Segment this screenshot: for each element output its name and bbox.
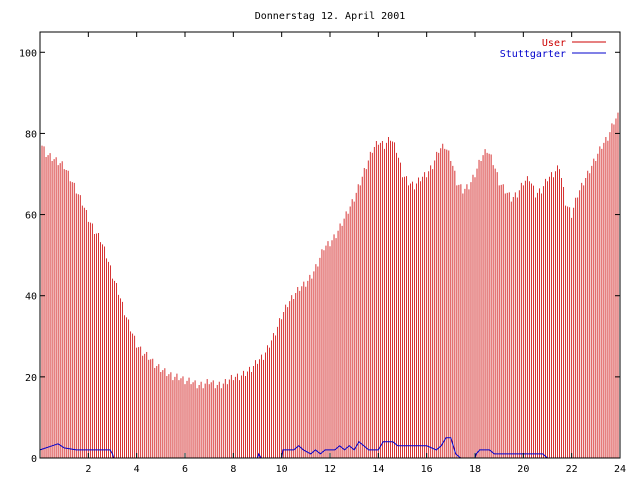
y-tick-label: 100 xyxy=(19,48,37,59)
x-tick-label: 4 xyxy=(134,464,140,475)
chart-title: Donnerstag 12. April 2001 xyxy=(255,11,406,22)
x-tick-label: 10 xyxy=(276,464,288,475)
x-tick-label: 6 xyxy=(182,464,188,475)
x-tick-label: 20 xyxy=(517,464,529,475)
x-tick-label: 8 xyxy=(230,464,236,475)
x-tick-label: 16 xyxy=(421,464,433,475)
y-tick-label: 20 xyxy=(25,373,37,384)
y-tick-label: 0 xyxy=(31,454,37,465)
x-tick-label: 24 xyxy=(614,464,626,475)
y-tick-label: 80 xyxy=(25,129,37,140)
x-tick-label: 22 xyxy=(566,464,578,475)
user-bars xyxy=(39,112,621,458)
x-tick-label: 12 xyxy=(324,464,336,475)
y-tick-label: 60 xyxy=(25,211,37,222)
y-tick-label: 40 xyxy=(25,292,37,303)
legend: User Stuttgarter xyxy=(500,38,606,60)
x-tick-label: 2 xyxy=(85,464,91,475)
legend-label-stuttgarter: Stuttgarter xyxy=(500,49,566,60)
x-tick-label: 14 xyxy=(372,464,384,475)
x-tick-label: 18 xyxy=(469,464,481,475)
legend-label-user: User xyxy=(542,38,566,49)
